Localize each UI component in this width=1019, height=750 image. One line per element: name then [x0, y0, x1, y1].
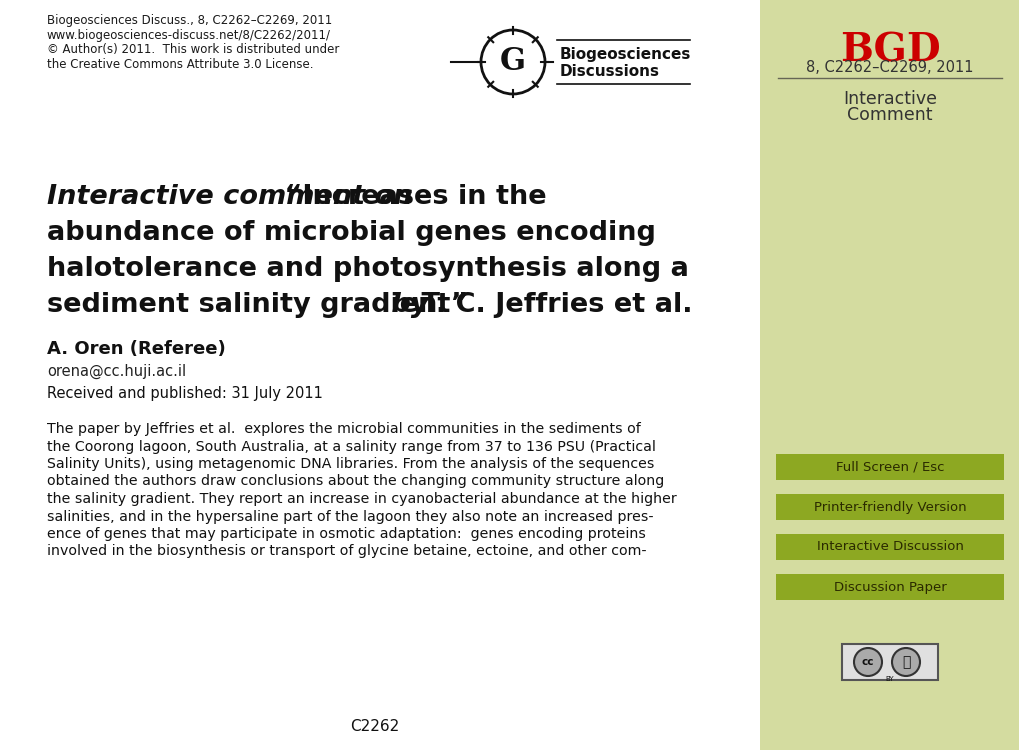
- Bar: [775, 574, 1003, 600]
- Bar: [775, 454, 1003, 480]
- Bar: [759, 0, 1019, 750]
- Circle shape: [892, 648, 919, 676]
- Text: Full Screen / Esc: Full Screen / Esc: [835, 460, 944, 473]
- Text: Interactive comment on: Interactive comment on: [47, 184, 412, 210]
- Text: A. Oren (Referee): A. Oren (Referee): [47, 340, 225, 358]
- Text: the Creative Commons Attribute 3.0 License.: the Creative Commons Attribute 3.0 Licen…: [47, 58, 313, 70]
- Text: abundance of microbial genes encoding: abundance of microbial genes encoding: [47, 220, 655, 246]
- Text: Ⓜ: Ⓜ: [901, 655, 909, 669]
- Text: Comment: Comment: [847, 106, 931, 124]
- Text: halotolerance and photosynthesis along a: halotolerance and photosynthesis along a: [47, 256, 688, 282]
- Text: Printer-friendly Version: Printer-friendly Version: [813, 500, 965, 514]
- Text: sediment salinity gradient”: sediment salinity gradient”: [47, 292, 468, 318]
- Text: G: G: [499, 46, 526, 77]
- Bar: [775, 534, 1003, 560]
- Text: Interactive Discussion: Interactive Discussion: [816, 541, 963, 554]
- Bar: [775, 494, 1003, 520]
- Text: by: by: [382, 292, 428, 318]
- Text: salinities, and in the hypersaline part of the lagoon they also note an increase: salinities, and in the hypersaline part …: [47, 509, 653, 524]
- Text: The paper by Jeffries et al.  explores the microbial communities in the sediment: The paper by Jeffries et al. explores th…: [47, 422, 640, 436]
- Text: Salinity Units), using metagenomic DNA libraries. From the analysis of the seque: Salinity Units), using metagenomic DNA l…: [47, 457, 654, 471]
- Text: Biogeosciences: Biogeosciences: [559, 46, 691, 62]
- Text: involved in the biosynthesis or transport of glycine betaine, ectoine, and other: involved in the biosynthesis or transpor…: [47, 544, 646, 559]
- Text: ence of genes that may participate in osmotic adaptation:  genes encoding protei: ence of genes that may participate in os…: [47, 527, 645, 541]
- Text: obtained the authors draw conclusions about the changing community structure alo: obtained the authors draw conclusions ab…: [47, 475, 663, 488]
- Text: Biogeosciences Discuss., 8, C2262–C2269, 2011: Biogeosciences Discuss., 8, C2262–C2269,…: [47, 14, 332, 27]
- Text: Received and published: 31 July 2011: Received and published: 31 July 2011: [47, 386, 323, 401]
- Text: cc: cc: [861, 657, 873, 667]
- Text: Discussion Paper: Discussion Paper: [833, 580, 946, 593]
- Text: the salinity gradient. They report an increase in cyanobacterial abundance at th: the salinity gradient. They report an in…: [47, 492, 676, 506]
- FancyBboxPatch shape: [841, 644, 937, 680]
- Text: BY: BY: [884, 676, 894, 682]
- Text: C2262: C2262: [351, 719, 399, 734]
- Circle shape: [853, 648, 881, 676]
- Text: BGD: BGD: [839, 32, 940, 70]
- Text: 8, C2262–C2269, 2011: 8, C2262–C2269, 2011: [805, 60, 973, 75]
- Text: “Increases in the: “Increases in the: [275, 184, 546, 210]
- Text: © Author(s) 2011.  This work is distributed under: © Author(s) 2011. This work is distribut…: [47, 43, 339, 56]
- Text: T. C. Jeffries et al.: T. C. Jeffries et al.: [412, 292, 692, 318]
- Text: orena@cc.huji.ac.il: orena@cc.huji.ac.il: [47, 364, 185, 380]
- Text: Interactive: Interactive: [842, 90, 936, 108]
- Text: www.biogeosciences-discuss.net/8/C2262/2011/: www.biogeosciences-discuss.net/8/C2262/2…: [47, 28, 331, 41]
- Text: the Coorong lagoon, South Australia, at a salinity range from 37 to 136 PSU (Pra: the Coorong lagoon, South Australia, at …: [47, 440, 655, 454]
- Text: Discussions: Discussions: [559, 64, 659, 80]
